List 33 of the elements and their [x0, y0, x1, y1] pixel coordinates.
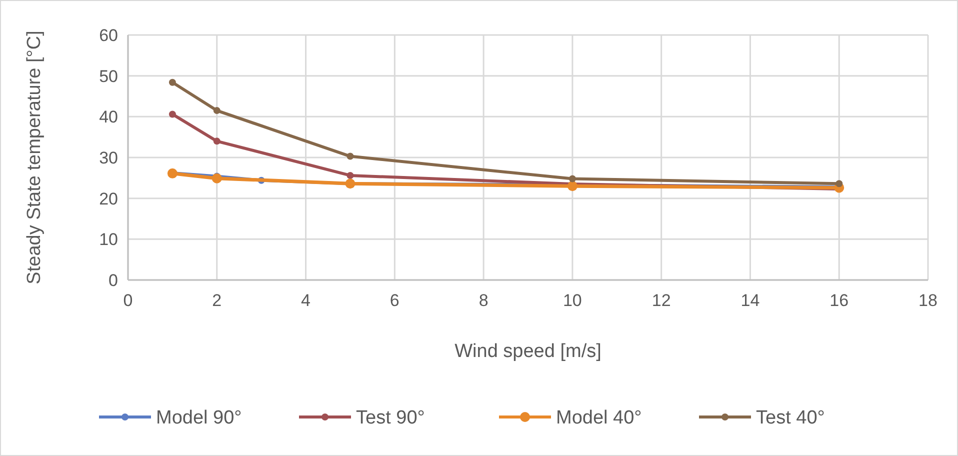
y-tick-label: 60 [99, 26, 118, 45]
y-tick-label: 30 [99, 148, 118, 168]
y-tick-label: 50 [99, 66, 118, 86]
point [212, 173, 222, 184]
point [567, 181, 578, 192]
legend-label: Model 40° [556, 408, 642, 429]
x-tick-label: 6 [390, 291, 400, 310]
x-tick-label: 0 [123, 291, 133, 310]
y-tick-label: 20 [99, 189, 118, 208]
point [168, 78, 176, 86]
point [213, 107, 220, 114]
x-tick-label: 16 [830, 291, 849, 310]
y-tick-label: 10 [99, 230, 118, 250]
legend-label: Test 90° [356, 408, 425, 429]
x-tick-label: 8 [478, 291, 488, 310]
y-axis-title: Steady State temperature [°C] [24, 30, 45, 284]
x-tick-label: 14 [740, 291, 760, 310]
x-tick-label: 2 [212, 291, 222, 310]
x-tick-label: 12 [652, 291, 671, 310]
y-tick-label: 40 [99, 108, 118, 127]
x-tick-label: 4 [301, 291, 311, 310]
x-tick-label: 10 [562, 291, 582, 310]
x-axis-title: Wind speed [m/s] [454, 341, 602, 362]
point [346, 172, 354, 179]
legend-label: Test 40° [756, 408, 825, 429]
y-tick-label: 0 [108, 270, 118, 290]
point [168, 110, 176, 118]
point [213, 138, 220, 145]
x-tick-label: 18 [918, 291, 938, 310]
legend-label: Model 90° [156, 408, 242, 429]
point [346, 152, 354, 160]
point [836, 180, 843, 188]
point [568, 175, 576, 182]
